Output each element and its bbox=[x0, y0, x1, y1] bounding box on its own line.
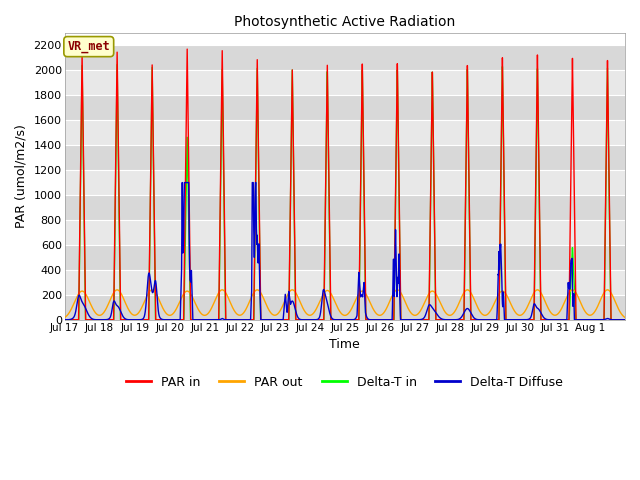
Bar bbox=[65, 71, 625, 96]
Bar bbox=[65, 295, 625, 320]
Bar bbox=[65, 96, 625, 120]
Bar bbox=[65, 270, 625, 295]
Bar bbox=[65, 145, 625, 170]
Bar bbox=[65, 220, 625, 245]
Y-axis label: PAR (umol/m2/s): PAR (umol/m2/s) bbox=[15, 124, 28, 228]
Title: Photosynthetic Active Radiation: Photosynthetic Active Radiation bbox=[234, 15, 456, 29]
Bar bbox=[65, 170, 625, 195]
Bar bbox=[65, 195, 625, 220]
Legend: PAR in, PAR out, Delta-T in, Delta-T Diffuse: PAR in, PAR out, Delta-T in, Delta-T Dif… bbox=[122, 371, 568, 394]
X-axis label: Time: Time bbox=[330, 338, 360, 351]
Text: VR_met: VR_met bbox=[67, 40, 110, 53]
Bar bbox=[65, 120, 625, 145]
Bar bbox=[65, 46, 625, 71]
Bar bbox=[65, 245, 625, 270]
